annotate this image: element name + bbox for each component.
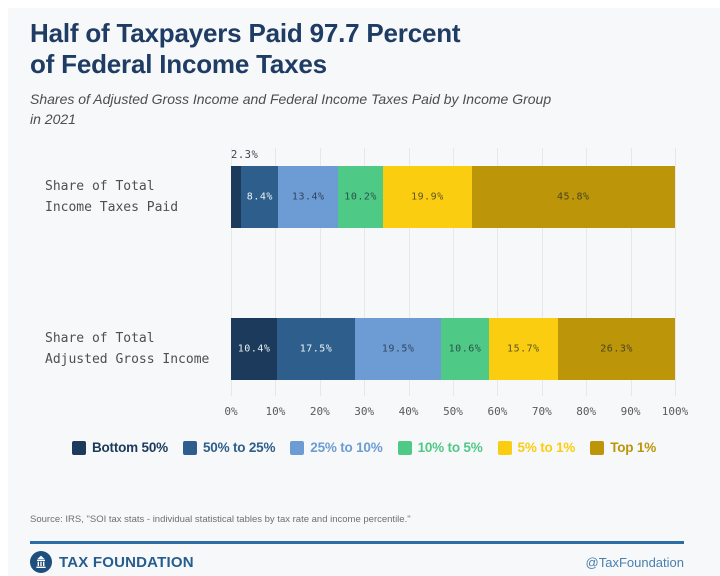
legend-item: 25% to 10% xyxy=(290,440,383,455)
brand-name: TAX FOUNDATION xyxy=(59,553,194,571)
grid-line xyxy=(231,148,232,396)
segment-label: 10.4% xyxy=(237,343,271,355)
legend-label: 50% to 25% xyxy=(202,440,276,455)
legend-swatch xyxy=(182,440,197,455)
segment-label: 2.3% xyxy=(231,149,259,161)
footer: TAX FOUNDATION @TaxFoundation xyxy=(30,551,684,573)
legend-label: 10% to 5% xyxy=(417,440,483,455)
category-label: Share of Total Adjusted Gross Income xyxy=(45,331,210,367)
category-label: Share of Total Income Taxes Paid xyxy=(45,179,179,215)
legend-swatch xyxy=(397,440,412,455)
segment-label: 45.8% xyxy=(556,191,590,203)
grid-line xyxy=(453,148,454,396)
x-axis-tick: 40% xyxy=(398,405,419,418)
x-axis-tick: 80% xyxy=(576,405,597,418)
bar-segment: 45.8% xyxy=(471,166,675,228)
legend-item: 5% to 1% xyxy=(497,440,576,455)
legend-label: 25% to 10% xyxy=(310,440,383,455)
footer-divider xyxy=(30,541,684,544)
grid-line xyxy=(364,148,366,396)
page-subtitle: Shares of Adjusted Gross Income and Fede… xyxy=(30,91,552,127)
grid-line xyxy=(630,148,632,396)
brand: TAX FOUNDATION xyxy=(30,551,194,573)
legend-swatch xyxy=(497,440,512,455)
bar-row: 2.3% 8.4% 13.4% 10.2% 19.9% 45.8% xyxy=(231,149,675,228)
grid-line xyxy=(586,148,588,396)
bar-segment: 15.7% xyxy=(488,318,559,380)
segment-label: 8.4% xyxy=(246,191,273,203)
segment-label: 19.9% xyxy=(411,191,444,203)
source-note: Source: IRS, "SOI tax stats - individual… xyxy=(30,514,411,525)
legend-swatch xyxy=(590,440,605,455)
grid-line xyxy=(408,148,410,396)
segment-label: 17.5% xyxy=(299,343,333,355)
plot-area: Share of Total Income Taxes Paid 2.3% 8.4%… xyxy=(45,148,688,418)
bar-segment: 19.9% xyxy=(383,166,472,228)
legend-swatch xyxy=(290,440,305,455)
segment-label: 19.5% xyxy=(381,343,415,355)
segment-label: 13.4% xyxy=(291,191,325,203)
grid-line xyxy=(497,148,499,396)
page-title: Half of Taxpayers Paid 97.7 Percent of F… xyxy=(30,18,461,79)
segment-label: 15.7% xyxy=(507,343,540,355)
legend-label: Top 1% xyxy=(610,440,657,455)
bar-segment: 10.4% xyxy=(231,318,278,380)
bar-segment: 26.3% xyxy=(558,318,675,380)
legend-swatch xyxy=(71,440,86,455)
legend-label: 5% to 1% xyxy=(517,440,576,455)
grid-line xyxy=(275,148,277,396)
legend: Bottom 50% 50% to 25% 25% to 10% 10% to 5% 5… xyxy=(8,440,720,455)
bar-row: 10.4% 17.5% 19.5% 10.6% 15.7% 26.3% xyxy=(231,318,675,380)
capitol-logo-icon xyxy=(30,551,52,573)
x-axis-tick: 30% xyxy=(354,405,375,418)
x-axis-tick: 20% xyxy=(309,405,330,418)
legend-label: Bottom 50% xyxy=(91,440,168,455)
bar-segment: 2.3% xyxy=(231,149,258,228)
x-axis-tick: 60% xyxy=(487,405,508,418)
x-axis-tick: 90% xyxy=(620,405,641,418)
bar-segment: 10.6% xyxy=(441,318,489,380)
bar-segment: 17.5% xyxy=(277,318,355,380)
x-axis-tick: 10% xyxy=(265,405,286,418)
bar-segment: 19.5% xyxy=(354,318,442,380)
legend-item: 10% to 5% xyxy=(397,440,483,455)
bar-segment: 13.4% xyxy=(278,166,338,228)
twitter-handle: @TaxFoundation xyxy=(585,554,684,570)
bar-segment: 10.2% xyxy=(337,166,384,228)
segment-label: 26.3% xyxy=(600,343,633,355)
legend-item: Top 1% xyxy=(590,440,656,455)
x-axis-tick: 50% xyxy=(443,405,463,418)
segment-label: 10.6% xyxy=(448,343,482,355)
x-axis-tick: 0% xyxy=(224,405,238,418)
grid-line xyxy=(319,148,321,396)
grid-line xyxy=(675,148,676,396)
x-axis-tick: 100% xyxy=(661,405,689,418)
chart-card: Half of Taxpayers Paid 97.7 Percent of F… xyxy=(8,8,720,576)
grid-line xyxy=(541,148,543,396)
legend-item: Bottom 50% xyxy=(71,440,168,455)
legend-item: 50% to 25% xyxy=(182,440,276,455)
segment-label: 10.2% xyxy=(344,191,377,203)
bar-segment: 8.4% xyxy=(241,166,279,228)
x-axis-tick: 70% xyxy=(531,405,552,418)
x-axis: 0% 10% 20% 30% 40% 50% 60% 70% 80% 90% 100% xyxy=(224,405,688,419)
